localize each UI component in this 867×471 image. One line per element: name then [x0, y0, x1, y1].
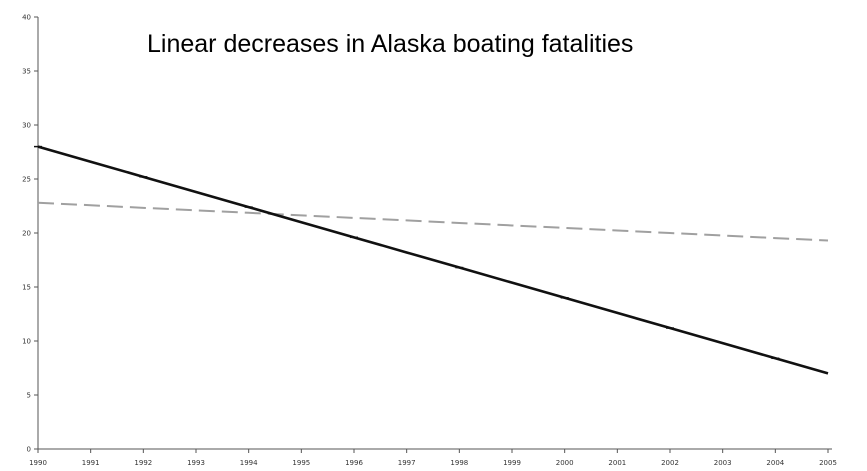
x-tick-label: 1997 — [398, 459, 416, 467]
x-tick-label: 2002 — [661, 459, 679, 467]
x-tick-label: 1999 — [503, 459, 521, 467]
solid-series-line — [37, 145, 829, 375]
y-tick-label: 30 — [22, 122, 31, 130]
y-tick-label: 15 — [22, 284, 31, 292]
y-tick-label: 40 — [22, 14, 31, 22]
x-tick-label: 2001 — [608, 459, 626, 467]
x-tick-label: 1994 — [240, 459, 258, 467]
y-axis-ticks: 0 5 10 15 20 25 30 35 40 — [22, 14, 38, 454]
x-tick-label: 2000 — [556, 459, 574, 467]
x-tick-label: 1991 — [82, 459, 100, 467]
y-tick-label: 25 — [22, 176, 31, 184]
x-tick-label: 1990 — [29, 459, 47, 467]
dashed-series-line — [37, 201, 829, 242]
x-tick-label: 1998 — [450, 459, 468, 467]
x-axis-ticks: 1990 1991 1992 1993 1994 1995 1996 1997 1998 1999… — [29, 449, 837, 467]
x-tick-label: 2004 — [766, 459, 784, 467]
x-tick-label: 1995 — [292, 459, 310, 467]
y-tick-label: 0 — [27, 446, 31, 454]
chart-title: Linear decreases in Alaska boating fatal… — [147, 30, 633, 58]
axes — [37, 17, 832, 450]
x-tick-label: 2003 — [714, 459, 732, 467]
y-tick-label: 20 — [22, 230, 31, 238]
x-tick-label: 1996 — [345, 459, 363, 467]
y-tick-label: 10 — [22, 338, 31, 346]
x-tick-label: 1992 — [134, 459, 152, 467]
x-tick-label: 2005 — [819, 459, 837, 467]
x-tick-label: 1993 — [187, 459, 205, 467]
y-tick-label: 35 — [22, 68, 31, 76]
series-layer — [34, 145, 829, 375]
y-tick-label: 5 — [27, 392, 31, 400]
